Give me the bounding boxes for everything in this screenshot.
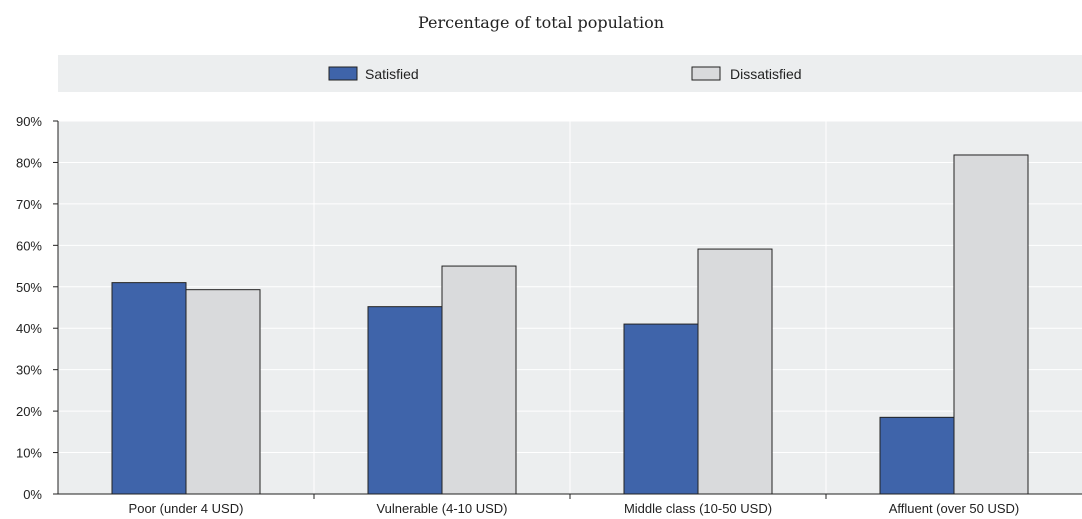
legend-label-satisfied: Satisfied <box>365 66 419 82</box>
x-tick-label: Middle class (10-50 USD) <box>624 501 772 516</box>
y-tick-label: 30% <box>16 363 42 378</box>
y-tick-label: 60% <box>16 238 42 253</box>
bar-satisfied <box>623 323 699 495</box>
x-tick-label: Poor (under 4 USD) <box>129 501 244 516</box>
legend-swatch-satisfied <box>328 66 358 81</box>
bars <box>111 154 1029 495</box>
y-tick-label: 40% <box>16 321 42 336</box>
legend-swatch-dissatisfied <box>691 66 721 81</box>
y-tick-label: 50% <box>16 280 42 295</box>
bar-dissatisfied <box>185 289 261 495</box>
x-axis-ticks: Poor (under 4 USD) Vulnerable (4-10 USD) M… <box>129 501 1020 516</box>
chart-subtitle: Percentage of total population <box>417 13 665 32</box>
axes <box>53 120 1082 499</box>
bar-satisfied <box>111 282 187 495</box>
bar-dissatisfied <box>441 265 517 495</box>
y-tick-label: 20% <box>16 404 42 419</box>
bar-dissatisfied <box>697 248 773 495</box>
legend-background <box>58 55 1082 92</box>
bar-satisfied <box>367 306 443 495</box>
x-tick-label: Vulnerable (4-10 USD) <box>376 501 507 516</box>
y-tick-label: 90% <box>16 114 42 129</box>
bar-dissatisfied <box>953 154 1029 495</box>
y-tick-label: 70% <box>16 197 42 212</box>
y-tick-label: 10% <box>16 446 42 461</box>
y-tick-label: 0% <box>23 487 42 502</box>
x-tick-label: Affluent (over 50 USD) <box>889 501 1020 516</box>
y-axis-ticks: 0% 10% 20% 30% 40% 50% 60% 70% 80% 90% <box>16 114 42 502</box>
bar-satisfied <box>879 416 955 495</box>
legend-label-dissatisfied: Dissatisfied <box>730 66 802 82</box>
y-tick-label: 80% <box>16 155 42 170</box>
